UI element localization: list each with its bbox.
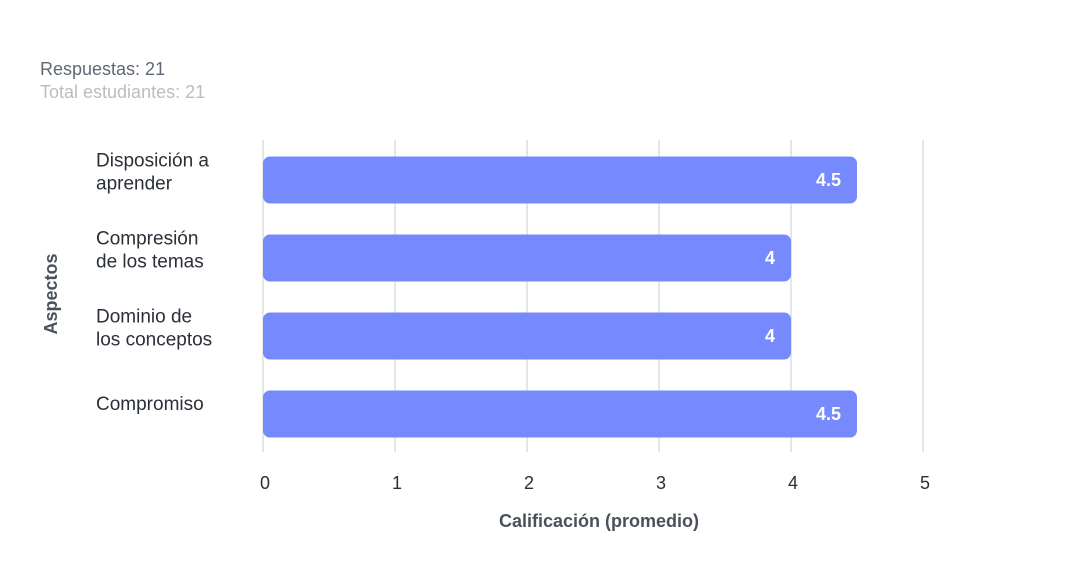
x-tick-label: 1: [392, 473, 402, 493]
category-labels: Disposición a aprender Compresión de los te…: [96, 151, 212, 416]
bar: [263, 390, 857, 438]
total-students-count: Total estudiantes: 21: [40, 82, 206, 102]
bar: [263, 312, 791, 360]
category-label: Compromiso: [96, 394, 204, 415]
x-tick-label: 4: [788, 473, 798, 493]
category-label: Dominio de los conceptos: [96, 307, 212, 351]
x-tick-label: 3: [656, 473, 666, 493]
category-label: Disposición a aprender: [96, 151, 209, 195]
category-label-line: de los temas: [96, 252, 204, 273]
category-label-line: Compromiso: [96, 394, 204, 415]
x-tick-labels: 0 1 2 3 4 5: [260, 473, 930, 493]
bar-value-label: 4.5: [816, 170, 841, 190]
summary-stats: Respuestas: 21 Total estudiantes: 21: [40, 58, 205, 104]
x-tick-label: 0: [260, 473, 270, 493]
x-axis-title: Calificación (promedio): [499, 511, 699, 531]
bar-value-label: 4: [765, 248, 775, 268]
category-label-line: Dominio de: [96, 307, 192, 328]
category-label-line: los conceptos: [96, 330, 212, 351]
bar-value-label: 4: [765, 326, 775, 346]
category-label: Compresión de los temas: [96, 229, 204, 273]
bar: [263, 156, 857, 204]
category-label-line: aprender: [96, 174, 173, 195]
category-label-line: Compresión: [96, 229, 198, 250]
bar: [263, 234, 791, 282]
bars: 4.5 4 4 4.5: [263, 156, 857, 438]
y-axis-title: Aspectos: [41, 253, 61, 334]
bar-value-label: 4.5: [816, 404, 841, 424]
responses-count: Respuestas: 21: [40, 59, 166, 79]
x-tick-label: 2: [524, 473, 534, 493]
category-label-line: Disposición a: [96, 151, 209, 172]
x-tick-label: 5: [920, 473, 930, 493]
